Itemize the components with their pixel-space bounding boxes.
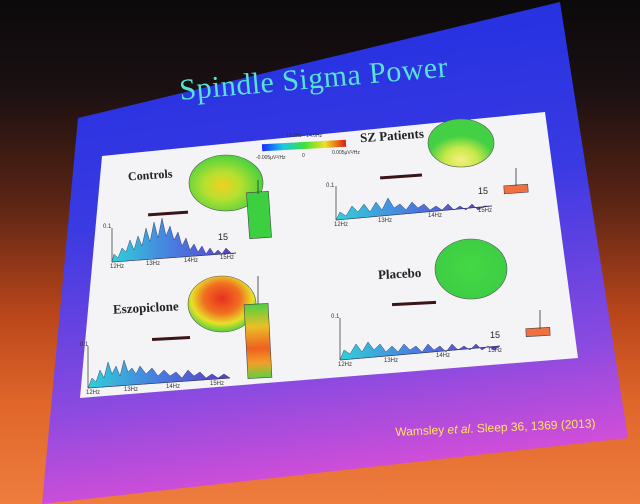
colorbar [261,139,347,152]
scale-bar-sz [379,173,423,180]
scale-bar-eszopiclone [151,336,191,341]
panel-sz-patients [335,118,529,221]
head-map-placebo [434,238,508,300]
head-map-sz [427,118,495,168]
bar-controls [246,190,272,240]
bar-eszopiclone [243,303,273,379]
scale-bar-controls [147,210,189,217]
spectrum-eszopiclone [87,359,231,389]
panel-eszopiclone [87,275,273,389]
head-map-controls [188,154,264,212]
panel-placebo [339,238,551,361]
spectrum-sz [335,197,493,221]
spectrum-placebo [339,341,501,361]
spectrum-controls [111,217,237,263]
panel-controls [111,154,272,263]
bar-placebo [525,327,551,337]
scale-bar-placebo [391,300,437,307]
